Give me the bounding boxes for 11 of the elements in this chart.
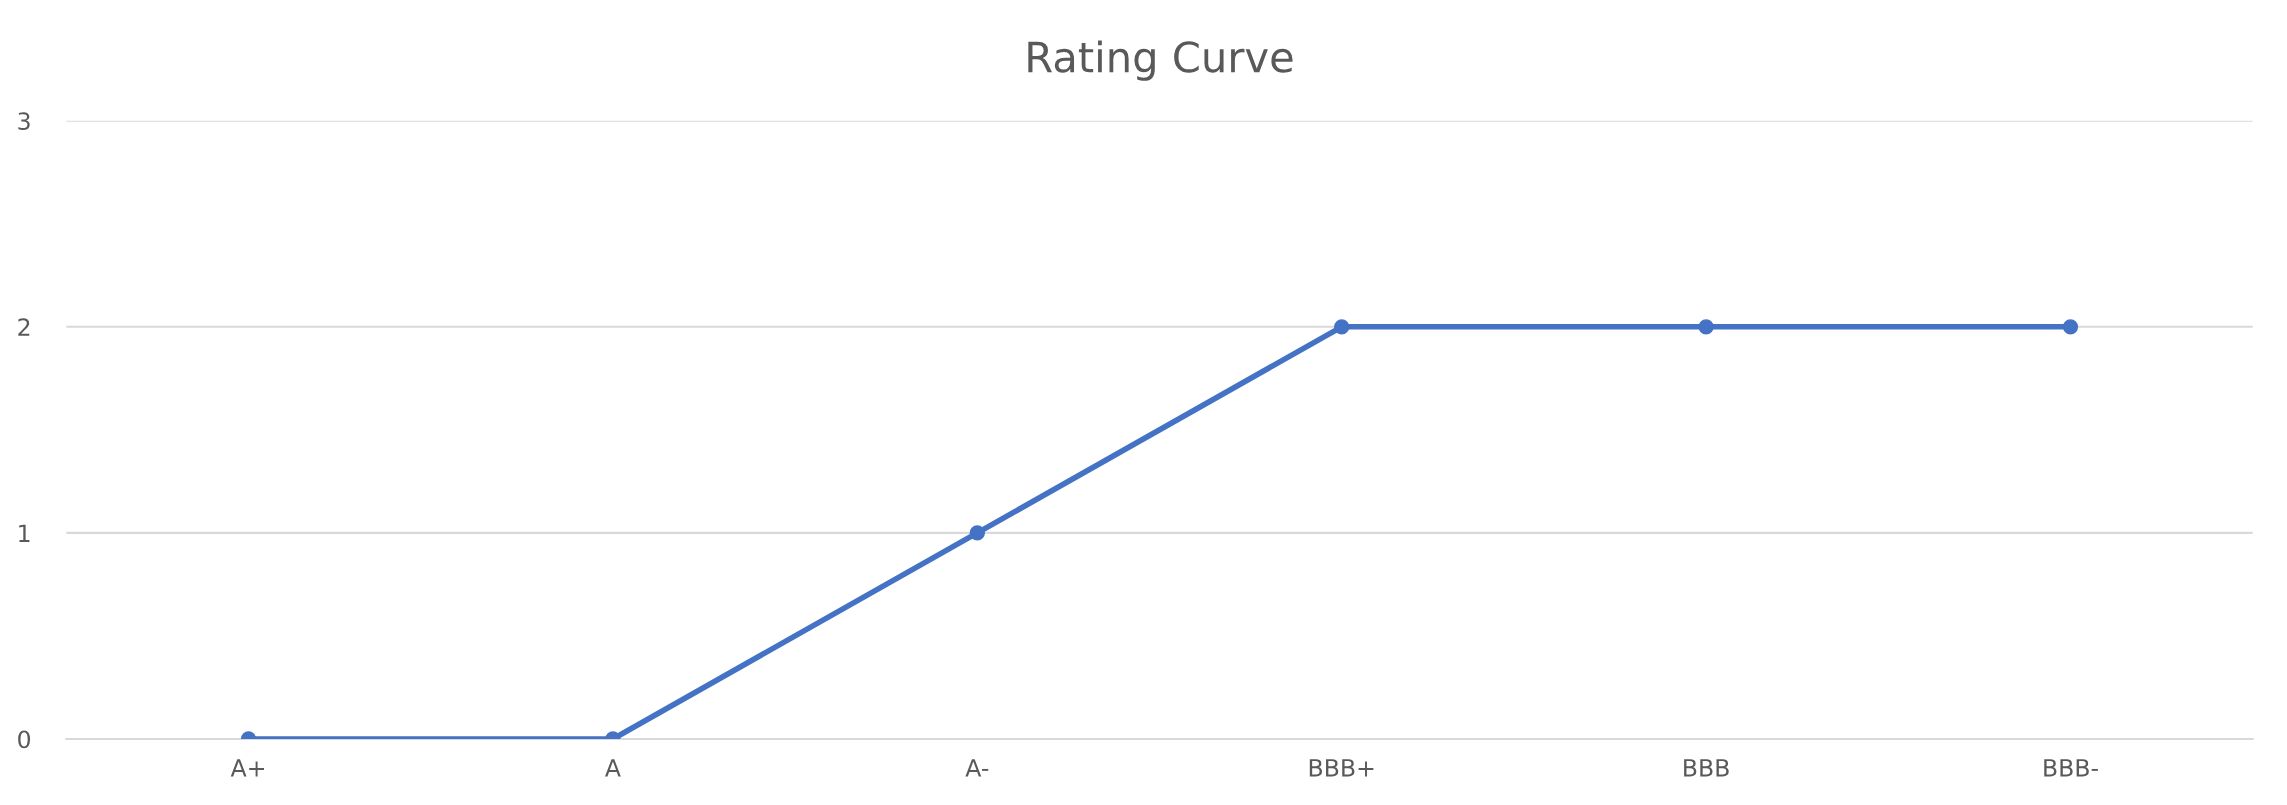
- y-tick-label: 2: [18, 318, 30, 336]
- x-tick-label: BBB: [1684, 759, 1729, 777]
- y-tick-label: 3: [18, 112, 30, 131]
- chart-title: Rating Curve: [1028, 40, 1293, 81]
- x-tick-label: A+: [230, 759, 264, 777]
- x-tick-label: BBB-: [2044, 759, 2098, 777]
- y-tick-label: 1: [19, 524, 30, 542]
- x-tick-label: BBB+: [1309, 759, 1374, 777]
- x-tick-label: A: [605, 759, 621, 777]
- y-tick-label: 0: [18, 730, 31, 749]
- x-tick-label: A-: [965, 759, 989, 777]
